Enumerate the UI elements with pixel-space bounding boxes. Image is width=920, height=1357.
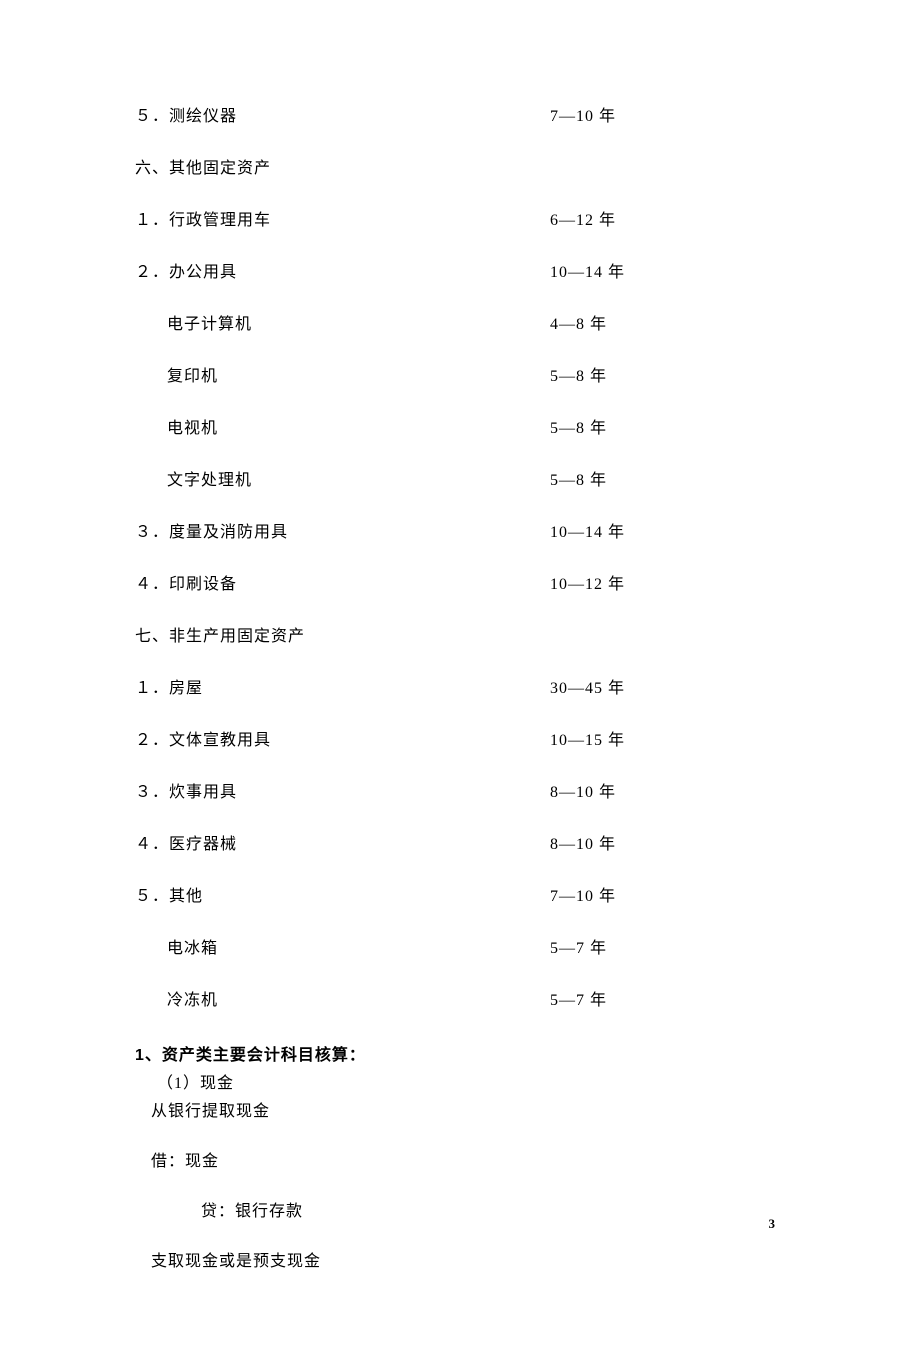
table-row: 文字处理机5—8 年 xyxy=(135,469,785,493)
table-row: ３．度量及消防用具10—14 年 xyxy=(135,521,785,545)
row-value: 5—8 年 xyxy=(550,417,607,441)
table-row: ４．印刷设备10—12 年 xyxy=(135,573,785,597)
table-row: 七、非生产用固定资产 xyxy=(135,625,785,649)
row-value: 10—15 年 xyxy=(550,729,625,753)
asset-table: ５．测绘仪器7—10 年六、其他固定资产１．行政管理用车6—12 年２．办公用具… xyxy=(135,105,785,1013)
row-value: 8—10 年 xyxy=(550,833,616,857)
row-value: 30—45 年 xyxy=(550,677,625,701)
table-row: １．行政管理用车6—12 年 xyxy=(135,209,785,233)
row-value: 5—7 年 xyxy=(550,989,607,1013)
row-label: 六、其他固定资产 xyxy=(135,157,550,181)
journal-debit: 借：现金 xyxy=(135,1147,785,1171)
row-label: ２．文体宣教用具 xyxy=(135,729,550,753)
text-line-2: 支取现金或是预支现金 xyxy=(135,1247,785,1271)
row-label: 复印机 xyxy=(135,365,550,389)
journal-credit: 贷：银行存款 xyxy=(135,1197,785,1221)
table-row: ５．测绘仪器7—10 年 xyxy=(135,105,785,129)
table-row: 复印机5—8 年 xyxy=(135,365,785,389)
row-label: ３．炊事用具 xyxy=(135,781,550,805)
row-label: 文字处理机 xyxy=(135,469,550,493)
row-value: 10—14 年 xyxy=(550,261,625,285)
table-row: ５．其他7—10 年 xyxy=(135,885,785,909)
row-value: 4—8 年 xyxy=(550,313,607,337)
table-row: ３．炊事用具8—10 年 xyxy=(135,781,785,805)
table-row: １．房屋30—45 年 xyxy=(135,677,785,701)
row-value: 10—12 年 xyxy=(550,573,625,597)
row-value: 5—7 年 xyxy=(550,937,607,961)
row-label: 电视机 xyxy=(135,417,550,441)
document-page: ５．测绘仪器7—10 年六、其他固定资产１．行政管理用车6—12 年２．办公用具… xyxy=(0,0,920,1357)
page-number: 3 xyxy=(769,1216,776,1232)
row-label: 电冰箱 xyxy=(135,937,550,961)
row-label: １．房屋 xyxy=(135,677,550,701)
row-value: 5—8 年 xyxy=(550,365,607,389)
table-row: 六、其他固定资产 xyxy=(135,157,785,181)
table-row: 电子计算机4—8 年 xyxy=(135,313,785,337)
row-label: ２．办公用具 xyxy=(135,261,550,285)
table-row: ２．文体宣教用具10—15 年 xyxy=(135,729,785,753)
section-heading-bold: 1、资产类主要会计科目核算： xyxy=(135,1041,785,1065)
text-line-1: 从银行提取现金 xyxy=(135,1097,785,1121)
row-label: ４．医疗器械 xyxy=(135,833,550,857)
row-label: １．行政管理用车 xyxy=(135,209,550,233)
row-value: 7—10 年 xyxy=(550,105,616,129)
row-value: 8—10 年 xyxy=(550,781,616,805)
row-label: 冷冻机 xyxy=(135,989,550,1013)
row-value: 7—10 年 xyxy=(550,885,616,909)
row-value: 6—12 年 xyxy=(550,209,616,233)
table-row: 电视机5—8 年 xyxy=(135,417,785,441)
row-label: ４．印刷设备 xyxy=(135,573,550,597)
row-label: 电子计算机 xyxy=(135,313,550,337)
table-row: ４．医疗器械8—10 年 xyxy=(135,833,785,857)
table-row: 冷冻机5—7 年 xyxy=(135,989,785,1013)
row-value: 5—8 年 xyxy=(550,469,607,493)
row-label: ５．其他 xyxy=(135,885,550,909)
row-label: 七、非生产用固定资产 xyxy=(135,625,550,649)
row-value: 10—14 年 xyxy=(550,521,625,545)
row-label: ５．测绘仪器 xyxy=(135,105,550,129)
table-row: ２．办公用具10—14 年 xyxy=(135,261,785,285)
table-row: 电冰箱5—7 年 xyxy=(135,937,785,961)
row-label: ３．度量及消防用具 xyxy=(135,521,550,545)
sub-item-1: （1）现金 xyxy=(135,1069,785,1093)
